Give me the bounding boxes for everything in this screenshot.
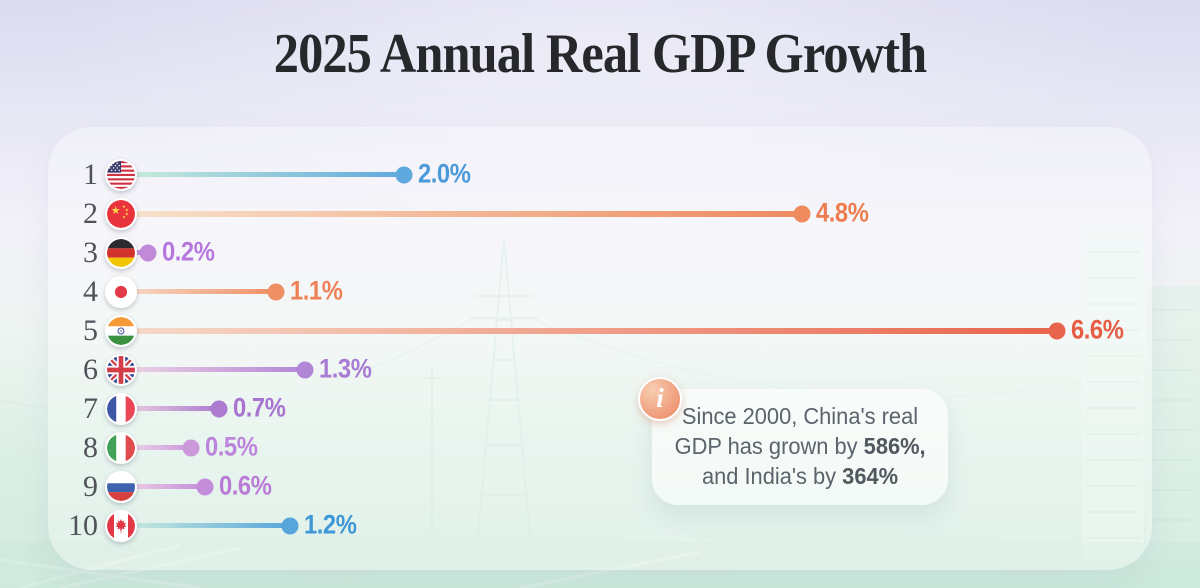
gdp-row: 4 1.1%	[58, 272, 1144, 311]
bar-track: 1.2%	[120, 506, 1144, 545]
gdp-row: 9 0.6%	[58, 467, 1144, 506]
flag-italy-icon	[105, 431, 137, 464]
gdp-row: 10 1.2%	[58, 506, 1144, 545]
rank-label: 1	[83, 157, 98, 191]
chart-title: 2025 Annual Real GDP Growth	[273, 23, 927, 85]
gdp-row: 2 ★ ★ ★ ★ ★ 4.8%	[58, 194, 1144, 233]
bar-end-dot	[267, 283, 285, 300]
gdp-bar	[120, 523, 291, 528]
note-line-2: GDP has grown by 586%,	[674, 432, 926, 459]
gdp-bar	[120, 211, 802, 217]
bar-end-dot	[139, 244, 157, 261]
rank-label: 4	[83, 274, 98, 308]
gdp-bar	[120, 406, 220, 411]
value-label: 0.6%	[219, 469, 272, 500]
bar-track: 0.6%	[120, 467, 1144, 506]
note-line-1: Since 2000, China's real	[681, 403, 919, 429]
bar-end-dot	[281, 517, 299, 534]
svg-text:★: ★	[111, 205, 121, 217]
rank-label: 6	[83, 352, 98, 386]
gdp-bar	[120, 172, 404, 177]
bar-end-dot	[395, 166, 413, 183]
flag-japan-icon	[105, 275, 137, 308]
bar-track: 4.8%	[120, 194, 1144, 233]
note-line-3: and India's by 364%	[701, 462, 899, 489]
gdp-bar	[120, 328, 1058, 334]
bar-end-dot	[182, 439, 200, 456]
gdp-row: 6 1.3%	[58, 350, 1144, 389]
flag-india-icon	[105, 314, 137, 347]
rank-label: 5	[83, 313, 98, 347]
flag-germany-icon	[105, 236, 137, 269]
china-growth-value: 586%,	[863, 432, 926, 459]
value-label: 1.2%	[304, 508, 357, 539]
rank-label: 10	[68, 508, 98, 542]
flag-russia-icon	[105, 470, 137, 503]
bar-track: 6.6%	[120, 311, 1144, 350]
svg-text:★: ★	[125, 211, 130, 216]
bar-end-dot	[296, 361, 314, 378]
value-label: 2.0%	[418, 157, 471, 188]
bar-track: 1.1%	[120, 272, 1144, 311]
bar-end-dot	[793, 205, 811, 222]
bar-end-dot	[196, 478, 214, 495]
value-label: 6.6%	[1071, 313, 1124, 344]
gdp-bar	[120, 445, 191, 450]
gdp-row: 1 2.0%	[58, 155, 1144, 194]
info-icon: i	[638, 377, 682, 421]
value-label: 4.8%	[815, 196, 869, 227]
gdp-bar	[120, 289, 277, 294]
gdp-row: 7 0.7%	[58, 389, 1144, 428]
rank-label: 7	[83, 391, 98, 425]
bar-track: 0.2%	[120, 233, 1144, 272]
value-label: 0.5%	[205, 430, 258, 461]
svg-text:★: ★	[122, 214, 127, 219]
svg-text:★: ★	[125, 207, 130, 212]
rank-label: 8	[83, 430, 98, 464]
svg-text:★: ★	[122, 203, 127, 208]
gdp-row: 8 0.5%	[58, 428, 1144, 467]
bar-track: 0.5%	[120, 428, 1144, 467]
value-label: 0.2%	[162, 235, 215, 266]
gdp-row: 3 0.2%	[58, 233, 1144, 272]
india-growth-value: 364%	[842, 462, 899, 489]
rank-label: 2	[83, 196, 98, 230]
value-label: 0.7%	[233, 391, 286, 422]
flag-united-kingdom-icon	[105, 353, 137, 386]
ranking-list: 1 2.0% 2 ★ ★ ★ ★ ★ 4.8% 3 0.2%	[58, 155, 1144, 545]
gdp-bar	[120, 484, 206, 489]
flag-france-icon	[105, 392, 137, 425]
gdp-row: 5 6.6%	[58, 311, 1144, 350]
rank-label: 3	[83, 235, 98, 269]
chart-card	[48, 127, 1152, 570]
flag-canada-icon	[105, 509, 137, 542]
flag-china-icon: ★ ★ ★ ★ ★	[105, 197, 137, 230]
bar-end-dot	[210, 400, 228, 417]
value-label: 1.1%	[290, 274, 343, 305]
info-note: i Since 2000, China's real GDP has grown…	[638, 377, 948, 505]
flag-united-states-icon	[105, 158, 137, 191]
bar-end-dot	[1048, 322, 1066, 339]
info-icon-glyph: i	[656, 382, 664, 413]
value-label: 1.3%	[318, 352, 372, 383]
bar-track: 0.7%	[120, 389, 1144, 428]
bar-track: 2.0%	[120, 155, 1144, 194]
gdp-bar	[120, 367, 305, 372]
rank-label: 9	[83, 469, 98, 503]
bar-track: 1.3%	[120, 350, 1144, 389]
